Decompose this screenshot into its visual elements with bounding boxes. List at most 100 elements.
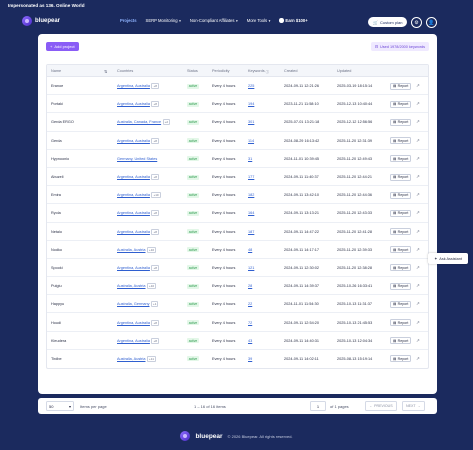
next-page-button[interactable]: NEXT → (402, 401, 425, 411)
external-link-icon[interactable]: ↗ (416, 301, 420, 307)
countries-link[interactable]: Argentina, Australia (117, 229, 150, 234)
project-name[interactable]: Portaki (51, 102, 63, 107)
external-link-icon[interactable]: ↗ (416, 264, 420, 270)
report-button[interactable]: ▤ Report (390, 228, 412, 236)
countries-link[interactable]: Argentina, Australia (117, 175, 150, 180)
more-countries-chip[interactable]: +8 (151, 337, 159, 344)
report-button[interactable]: ▤ Report (390, 300, 412, 308)
keywords-link[interactable]: 39 (248, 356, 253, 361)
external-link-icon[interactable]: ↗ (416, 283, 420, 289)
countries-link[interactable]: Argentina, Australia (117, 320, 150, 325)
table-row[interactable]: Hypnoonio Germany, United States active Eve… (47, 150, 428, 168)
previous-page-button[interactable]: ← PREVIOUS (365, 401, 397, 411)
report-button[interactable]: ▤ Report (390, 282, 412, 290)
countries-link[interactable]: Argentina, Australia (117, 338, 150, 343)
ask-assistant-button[interactable]: ✦ Ask Assistant (428, 253, 468, 264)
countries-link[interactable]: Argentina, Australia (117, 138, 150, 143)
project-name[interactable]: Eranoe (51, 84, 64, 89)
settings-button[interactable]: ⚙ (411, 17, 422, 28)
report-button[interactable]: ▤ Report (390, 337, 412, 345)
report-button[interactable]: ▤ Report (390, 319, 412, 327)
nav-serp-monitoring[interactable]: SERP Monitoring ▾ (146, 18, 181, 23)
table-row[interactable]: Pulgiu Australia, Austria +10 active Every 4… (47, 277, 428, 296)
keywords-link[interactable]: 28 (248, 284, 253, 289)
project-name[interactable]: Tirdbe (51, 356, 62, 361)
col-name[interactable]: Name (51, 65, 61, 77)
external-link-icon[interactable]: ↗ (416, 228, 420, 234)
keywords-link[interactable]: 31 (248, 156, 253, 161)
more-countries-chip[interactable]: +8 (151, 83, 159, 90)
countries-link[interactable]: Argentina, Australia (117, 193, 150, 198)
more-countries-chip[interactable]: +8 (151, 319, 159, 326)
report-button[interactable]: ▤ Report (390, 137, 412, 145)
project-name[interactable]: Abuzeli (51, 175, 64, 180)
project-name[interactable]: Hypnoonio (51, 156, 70, 161)
countries-link[interactable]: Argentina, Australia (117, 265, 150, 270)
countries-link[interactable]: Argentina, Australia (117, 84, 150, 89)
external-link-icon[interactable]: ↗ (416, 246, 420, 252)
nav-more-tools[interactable]: More Tools ▾ (247, 18, 271, 23)
project-name[interactable]: Pulgiu (51, 284, 62, 289)
table-row[interactable]: Ryola Argentina, Australia +8 active Every 4… (47, 204, 428, 223)
countries-link[interactable]: Australia, Austria (117, 284, 146, 289)
report-button[interactable]: ▤ Report (390, 155, 412, 163)
report-button[interactable]: ▤ Report (390, 209, 412, 217)
more-countries-chip[interactable]: +8 (151, 228, 159, 235)
table-row[interactable]: Houdi Argentina, Australia +8 active Every 4… (47, 313, 428, 332)
nav-earn[interactable]: Earn $100+ (279, 18, 308, 23)
project-name[interactable]: Emira (51, 193, 61, 198)
keywords-link[interactable]: 301 (248, 120, 255, 125)
keywords-link[interactable]: 225 (248, 84, 255, 89)
keywords-link[interactable]: 114 (248, 138, 255, 143)
table-row[interactable]: Happyu Australia, Germany +1 active Every 4 … (47, 295, 428, 314)
project-name[interactable]: Houdi (51, 320, 61, 325)
countries-link[interactable]: Australia, Austria (117, 247, 146, 252)
project-name[interactable]: Nodko (51, 247, 62, 252)
brand-logo[interactable]: bluepear (22, 16, 60, 26)
table-row[interactable]: Emira Argentina, Australia +10 active Every … (47, 186, 428, 205)
external-link-icon[interactable]: ↗ (416, 155, 420, 161)
external-link-icon[interactable]: ↗ (416, 119, 420, 125)
keywords-link[interactable]: 121 (248, 265, 255, 270)
external-link-icon[interactable]: ↗ (416, 137, 420, 143)
countries-link[interactable]: Australia, Austria (117, 356, 146, 361)
project-name[interactable]: Gerda (51, 138, 62, 143)
countries-link[interactable]: Australia, Canada, France (117, 120, 162, 125)
more-countries-chip[interactable]: +11 (147, 355, 156, 362)
report-button[interactable]: ▤ Report (390, 100, 412, 108)
project-name[interactable]: Ryola (51, 211, 61, 216)
page-number-input[interactable]: 1 (310, 401, 326, 411)
report-button[interactable]: ▤ Report (390, 355, 412, 363)
table-row[interactable]: Abuzeli Argentina, Australia +8 active Every… (47, 168, 428, 187)
more-countries-chip[interactable]: +10 (147, 246, 157, 253)
custom-plan-button[interactable]: 🛒 Custom plan (368, 17, 408, 27)
external-link-icon[interactable]: ↗ (416, 83, 420, 89)
table-row[interactable]: Tirdbe Australia, Austria +11 active Every 4… (47, 350, 428, 368)
external-link-icon[interactable]: ↗ (416, 192, 420, 198)
table-row[interactable]: Spooki Argentina, Australia +8 active Every … (47, 259, 428, 278)
keywords-link[interactable]: 72 (248, 320, 253, 325)
external-link-icon[interactable]: ↗ (416, 174, 420, 180)
more-countries-chip[interactable]: +8 (151, 101, 159, 108)
keywords-link[interactable]: 177 (248, 175, 255, 180)
more-countries-chip[interactable]: +1 (151, 301, 159, 308)
report-button[interactable]: ▤ Report (390, 118, 412, 126)
table-row[interactable]: Portaki Argentina, Australia +8 active Every… (47, 95, 428, 114)
project-name[interactable]: Gerda ERGO (51, 120, 74, 125)
keywords-link[interactable]: 43 (248, 338, 253, 343)
table-row[interactable]: Netalo Argentina, Australia +8 active Every … (47, 223, 428, 241)
countries-link[interactable]: Argentina, Australia (117, 102, 150, 107)
report-button[interactable]: ▤ Report (390, 173, 412, 181)
project-name[interactable]: Kleudera (51, 338, 67, 343)
profile-button[interactable]: 👤 (426, 17, 437, 28)
table-row[interactable]: Kleudera Argentina, Australia +8 active Ever… (47, 332, 428, 350)
countries-link[interactable]: Australia, Germany (117, 302, 150, 307)
keywords-link[interactable]: 22 (248, 302, 253, 307)
keywords-link[interactable]: 194 (248, 102, 255, 107)
add-project-button[interactable]: + Add project (46, 42, 79, 51)
report-button[interactable]: ▤ Report (390, 246, 412, 254)
keywords-link[interactable]: 164 (248, 211, 255, 216)
external-link-icon[interactable]: ↗ (416, 101, 420, 107)
table-row[interactable]: Gerda Argentina, Australia +8 active Every 4… (47, 132, 428, 150)
more-countries-chip[interactable]: +8 (151, 174, 159, 181)
